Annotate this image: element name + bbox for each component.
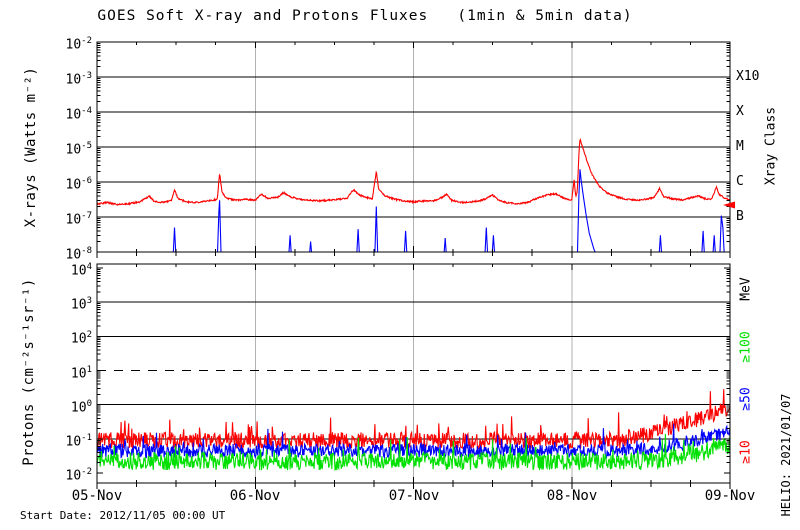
legend-gte50mev: ≥50 <box>738 387 754 411</box>
x-tick-label: 08-Nov <box>546 488 598 504</box>
y-tick-label: 10-6 <box>65 176 93 193</box>
xray-class-label: X10 <box>736 69 760 84</box>
x-tick-label: 06-Nov <box>229 488 281 504</box>
y-tick-label: 10-7 <box>65 211 93 228</box>
protons-gte100MeV-series <box>97 433 730 471</box>
xray-class-label: C <box>736 174 744 189</box>
x-tick-label: 05-Nov <box>71 488 123 504</box>
legend-gte100mev: ≥100 <box>738 331 754 363</box>
y-tick-label: 10-8 <box>65 246 93 263</box>
x-tick-label: 07-Nov <box>388 488 440 504</box>
xray-class-axis-title: Xray Class <box>763 106 779 186</box>
xray-class-label: X <box>736 104 744 119</box>
y-tick-label: 10-2 <box>65 36 93 53</box>
proton-energy-unit-label: MeV <box>738 277 754 301</box>
xray-long-1-8A-series <box>97 137 730 206</box>
xray-y-axis-title: X-rays (Watts m⁻²) <box>23 66 39 228</box>
chart-title: GOES Soft X-ray and Protons Fluxes (1min… <box>97 8 633 24</box>
y-tick-label: 10-4 <box>65 106 93 123</box>
protons-gte50MeV-series <box>97 423 730 460</box>
y-tick-label: 104 <box>70 262 92 279</box>
proton-y-axis-title: Protons (cm⁻²s⁻¹sr⁻¹) <box>21 278 37 466</box>
y-tick-label: 10-3 <box>65 71 93 88</box>
y-tick-label: 10-5 <box>65 141 93 158</box>
xray-class-label: M <box>736 139 744 154</box>
y-tick-label: 102 <box>70 330 92 347</box>
start-date-label: Start Date: 2012/11/05 00:00 UT <box>20 509 226 522</box>
y-tick-label: 10-2 <box>65 467 93 484</box>
y-tick-label: 10-1 <box>65 433 93 450</box>
x-tick-label: 09-Nov <box>704 488 756 504</box>
y-tick-label: 100 <box>70 399 92 416</box>
y-tick-label: 101 <box>70 365 92 382</box>
xray-short-05-4A-series <box>172 169 725 252</box>
xray-class-label: B <box>736 209 744 224</box>
y-tick-label: 103 <box>70 296 92 313</box>
current-flux-marker <box>723 201 735 209</box>
legend-gte10mev: ≥10 <box>738 440 754 464</box>
credit-note: HELIO: 2021/01/07 <box>779 393 793 517</box>
